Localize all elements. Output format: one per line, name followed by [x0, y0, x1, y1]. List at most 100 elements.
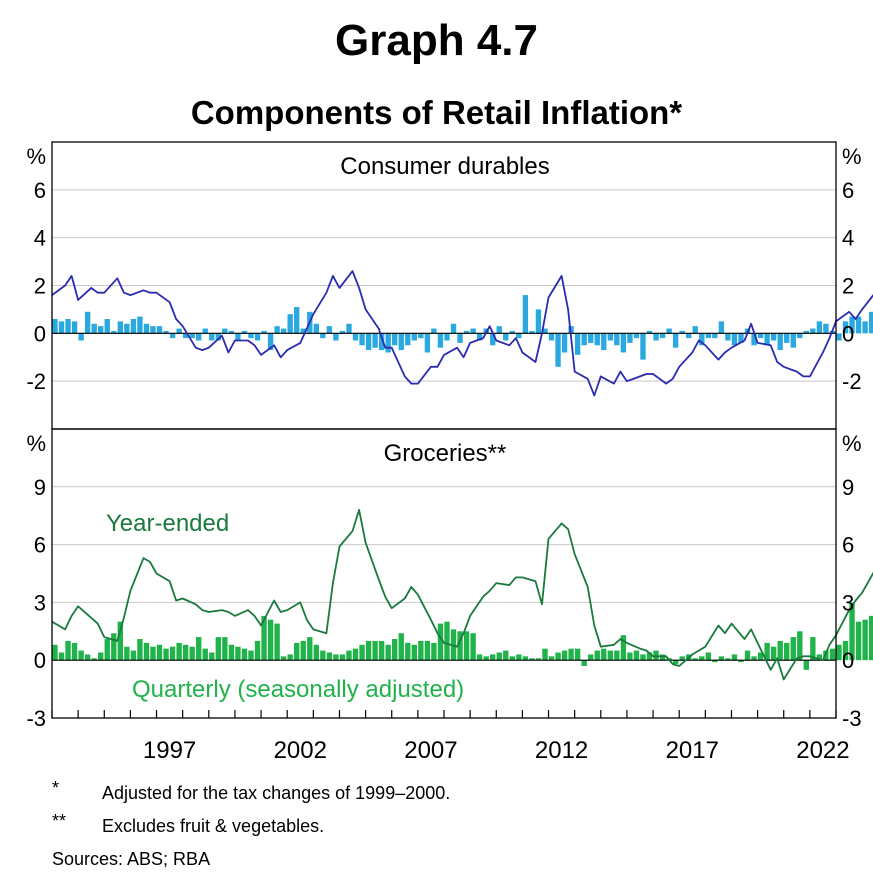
groceries-bar: [365, 640, 372, 661]
groceries-bar: [313, 644, 319, 661]
x-tick-label: 2007: [404, 737, 457, 764]
groceries-unit-left: %: [26, 431, 46, 456]
durables-bar: [705, 333, 711, 339]
durables-bar: [646, 330, 653, 334]
groceries-ytick-left: 6: [34, 533, 46, 558]
durables-bar: [672, 333, 679, 348]
footnote-2-mark: **: [52, 811, 67, 831]
groceries-bar: [84, 654, 91, 661]
groceries-bar: [294, 642, 300, 661]
groceries-bar: [111, 633, 117, 661]
durables-unit-right: %: [842, 144, 862, 169]
groceries-bar: [163, 648, 169, 661]
footnote-1-text: Adjusted for the tax changes of 1999–200…: [102, 783, 451, 803]
groceries-bar: [849, 602, 855, 661]
durables-bar: [450, 323, 457, 334]
groceries-bar: [248, 650, 254, 661]
durables-bar: [98, 326, 104, 334]
groceries-bar: [182, 644, 189, 661]
durables-ytick-right: 0: [842, 321, 854, 346]
groceries-bar: [620, 635, 627, 661]
groceries-bar: [672, 660, 679, 665]
groceries-bar: [561, 650, 568, 661]
durables-bar: [718, 321, 725, 334]
groceries-bar: [196, 637, 202, 661]
groceries-bar: [725, 658, 731, 661]
groceries-bar: [104, 639, 110, 661]
durables-bar: [78, 333, 84, 341]
groceries-bar: [568, 648, 574, 661]
groceries-bar: [594, 650, 600, 661]
groceries-ytick-left: -3: [26, 706, 46, 731]
durables-bar: [137, 316, 143, 334]
groceries-bar: [444, 621, 450, 661]
groceries-ytick-left: 0: [34, 648, 46, 673]
groceries-bar: [280, 656, 287, 661]
groceries-bar: [463, 631, 470, 661]
durables-bar: [339, 330, 346, 334]
groceries-ytick-right: 6: [842, 533, 854, 558]
durables-bar: [169, 333, 176, 339]
groceries-bar: [751, 656, 757, 661]
groceries-bar: [718, 656, 725, 661]
groceries-bar: [398, 633, 404, 661]
durables-bar: [117, 321, 123, 334]
groceries-bar: [829, 648, 836, 661]
groceries-bar: [476, 654, 483, 661]
durables-bar: [790, 333, 796, 348]
groceries-bar: [757, 652, 764, 661]
groceries-bar: [352, 648, 359, 661]
groceries-bar: [836, 644, 842, 661]
durables-bar: [868, 311, 873, 334]
groceries-bar: [392, 639, 398, 661]
groceries-bar: [470, 633, 476, 661]
groceries-ytick-right: 9: [842, 475, 854, 500]
footnote-1-mark: *: [52, 778, 60, 798]
groceries-bar: [300, 640, 306, 661]
durables-bar: [823, 323, 829, 334]
groceries-bar: [496, 652, 502, 661]
groceries-ytick-left: 3: [34, 590, 46, 615]
groceries-bar: [555, 652, 561, 661]
sources-note: Sources: ABS; RBA: [52, 849, 210, 870]
durables-line: [51, 270, 873, 397]
durables-bar: [855, 316, 862, 334]
groceries-bar: [503, 650, 509, 661]
groceries-bar: [542, 648, 548, 661]
durables-bar: [235, 333, 241, 341]
groceries-bar: [770, 646, 777, 661]
durables-bar: [581, 333, 587, 346]
durables-bar: [457, 333, 463, 343]
durables-bar: [326, 326, 333, 334]
groceries-bar: [274, 623, 280, 661]
groceries-bar: [156, 644, 163, 661]
durables-bar: [588, 333, 594, 343]
durables-bar: [509, 330, 515, 334]
durables-bar: [124, 323, 130, 334]
durables-bar: [849, 316, 855, 334]
durables-bar: [731, 333, 738, 346]
groceries-bar: [261, 615, 267, 661]
groceries-bar: [418, 640, 424, 661]
groceries-unit-right: %: [842, 431, 862, 456]
groceries-bar: [52, 644, 58, 661]
groceries-bar: [744, 650, 751, 661]
groceries-bar: [705, 652, 711, 661]
durables-bar: [803, 330, 809, 334]
durables-bar: [699, 333, 705, 346]
durables-bar: [836, 333, 842, 341]
groceries-bar: [222, 637, 228, 661]
durables-bar: [607, 333, 613, 341]
durables-bar: [640, 333, 646, 360]
durables-bar: [320, 333, 326, 339]
groceries-bar: [659, 654, 666, 661]
durables-bar: [385, 333, 391, 353]
durables-bar: [810, 328, 816, 334]
durables-bar: [111, 330, 117, 334]
groceries-bar: [424, 640, 431, 661]
groceries-frame: [51, 428, 837, 719]
groceries-bar: [490, 654, 496, 661]
durables-bar: [267, 333, 274, 351]
groceries-bar: [333, 654, 339, 661]
groceries-ytick-left: 9: [34, 475, 46, 500]
